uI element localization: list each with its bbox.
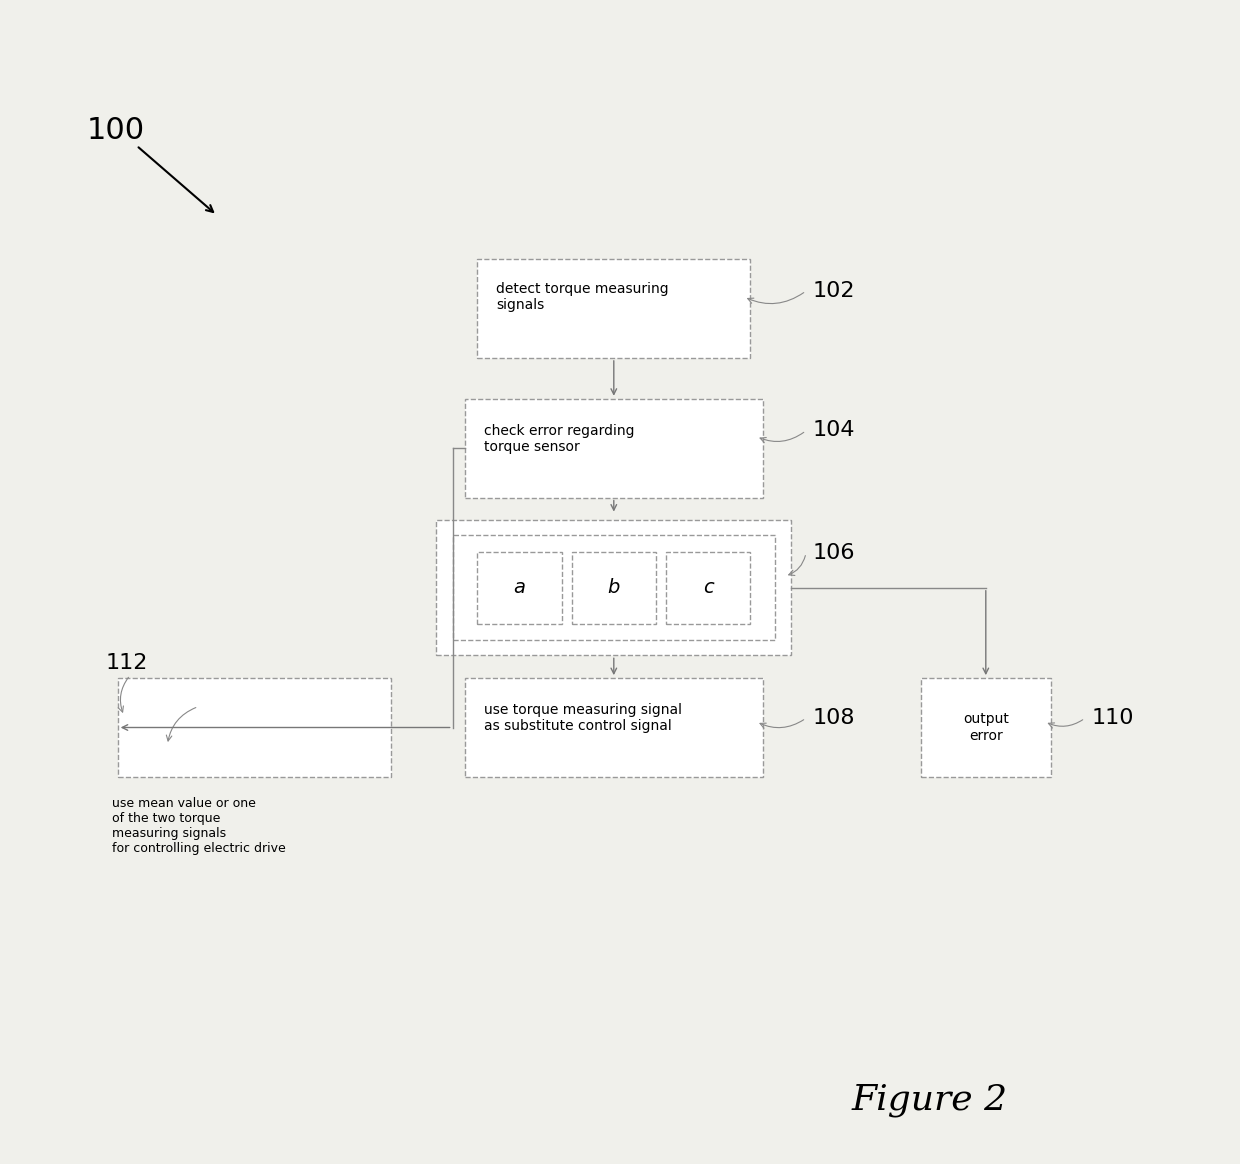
Bar bbox=[465, 677, 763, 778]
Text: detect torque measuring
signals: detect torque measuring signals bbox=[496, 282, 668, 312]
Text: check error regarding
torque sensor: check error regarding torque sensor bbox=[484, 424, 634, 454]
Text: 100: 100 bbox=[87, 116, 145, 146]
Bar bbox=[477, 260, 750, 359]
Text: 110: 110 bbox=[1091, 708, 1133, 728]
Bar bbox=[436, 520, 791, 655]
Text: a: a bbox=[513, 579, 526, 597]
Text: b: b bbox=[608, 579, 620, 597]
Bar bbox=[920, 677, 1052, 778]
Text: use mean value or one
of the two torque
measuring signals
for controlling electr: use mean value or one of the two torque … bbox=[112, 797, 285, 856]
Bar bbox=[572, 552, 656, 624]
Text: Figure 2: Figure 2 bbox=[852, 1083, 1008, 1117]
Text: c: c bbox=[703, 579, 713, 597]
Bar bbox=[465, 398, 763, 498]
Text: 104: 104 bbox=[812, 420, 854, 440]
Text: output
error: output error bbox=[963, 712, 1008, 743]
Bar bbox=[453, 535, 775, 640]
Text: 108: 108 bbox=[812, 708, 854, 728]
Text: 102: 102 bbox=[812, 281, 854, 300]
Text: use torque measuring signal
as substitute control signal: use torque measuring signal as substitut… bbox=[484, 703, 682, 733]
Text: 112: 112 bbox=[105, 653, 148, 673]
Bar bbox=[477, 552, 562, 624]
Text: 106: 106 bbox=[812, 542, 854, 562]
Bar bbox=[118, 677, 391, 778]
Bar bbox=[666, 552, 750, 624]
